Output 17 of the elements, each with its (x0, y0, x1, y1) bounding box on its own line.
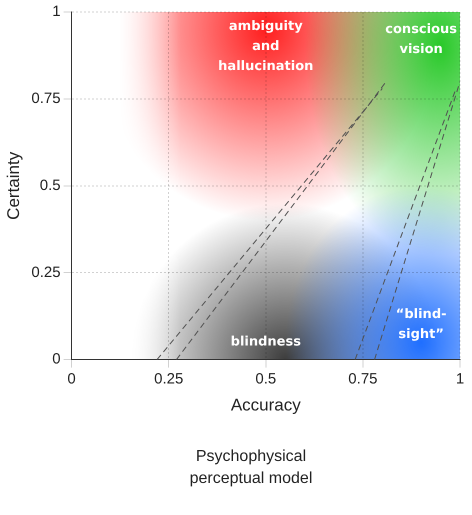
y-tick-label: 0 (52, 350, 61, 368)
annotation: blindness (230, 334, 302, 350)
y-axis-title: Certainty (4, 151, 23, 220)
y-tick-label: 0.5 (40, 176, 61, 194)
y-tick-label: 1 (52, 3, 61, 20)
x-tick-label: 0.5 (255, 370, 276, 388)
annotation: ambiguity and hallucination (218, 19, 314, 74)
x-tick-label: 1 (456, 370, 464, 388)
annotation: “blind-sight” (396, 307, 447, 342)
y-tick-label: 0.25 (31, 264, 61, 281)
y-tick-label: 0.75 (31, 90, 61, 108)
x-tick-label: 0.25 (154, 370, 184, 388)
text: Psychophysical perceptual model (188, 447, 314, 489)
x-tick-label: 0 (67, 370, 76, 388)
x-axis-title: Accuracy (230, 395, 302, 414)
annotation: conscious vision (385, 22, 458, 58)
x-tick-label: 0.75 (348, 370, 378, 388)
